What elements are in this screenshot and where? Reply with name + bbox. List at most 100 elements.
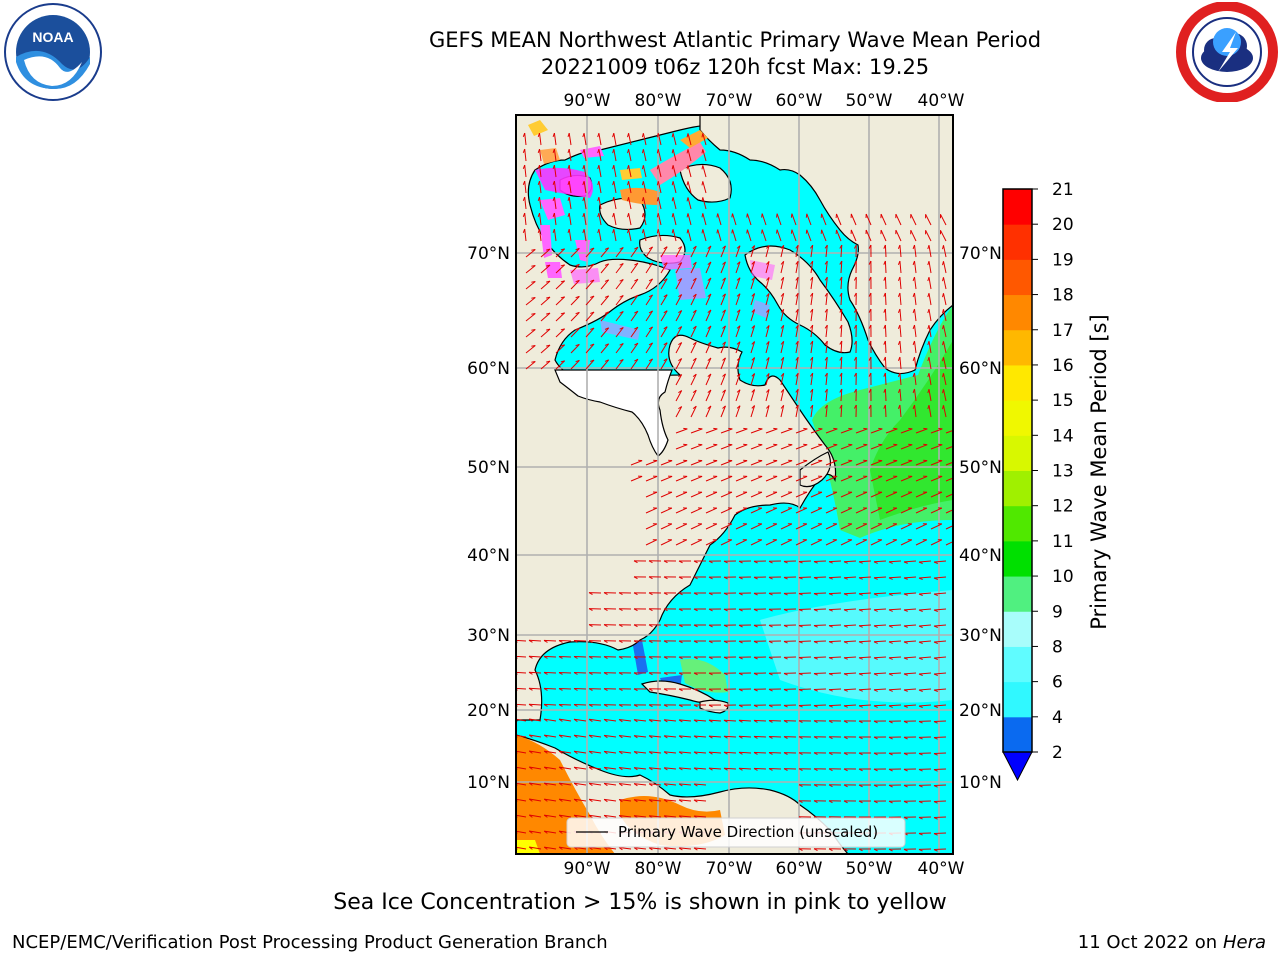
wave-arrow-head	[843, 609, 848, 612]
wave-arrow	[679, 847, 692, 850]
wave-arrow-head	[828, 800, 833, 804]
wave-arrow-head	[683, 427, 688, 430]
wave-arrow-head	[573, 734, 578, 739]
wave-arrow	[525, 281, 536, 290]
wave-arrow	[723, 719, 737, 722]
wave-arrow-head	[618, 608, 623, 612]
wave-arrow	[720, 293, 726, 306]
wave-arrow-head	[575, 327, 580, 331]
wave-arrow-head	[618, 656, 623, 660]
wave-arrow	[753, 767, 767, 770]
wave-arrow	[705, 507, 718, 514]
wave-arrow	[516, 687, 527, 690]
wave-arrow-head	[543, 830, 548, 834]
wave-arrow-head	[692, 325, 697, 330]
wave-arrow	[810, 491, 823, 498]
wave-arrow-head	[824, 308, 828, 313]
wave-arrow	[840, 372, 843, 386]
wave-arrow	[884, 388, 887, 402]
wave-arrow-head	[552, 164, 555, 170]
wave-arrow	[664, 751, 677, 754]
wave-arrow	[664, 799, 677, 802]
wave-arrow	[780, 507, 793, 514]
wave-arrow	[899, 308, 902, 322]
lat-label: 10°N	[959, 773, 1002, 793]
wave-arrow	[583, 181, 587, 194]
wave-arrow	[555, 280, 566, 290]
wave-arrow-head	[809, 356, 814, 361]
wave-arrow-head	[692, 261, 697, 266]
wave-arrow	[933, 576, 947, 579]
wave-arrow	[702, 213, 707, 226]
wave-arrow-head	[573, 672, 578, 675]
wave-arrow-head	[868, 260, 872, 265]
wave-arrow-head	[543, 703, 548, 707]
wave-arrow-head	[708, 608, 713, 612]
wave-arrow-head	[828, 720, 833, 724]
wave-arrow	[795, 373, 799, 386]
wave-arrow-head	[942, 389, 944, 394]
wave-arrow	[672, 149, 677, 162]
wave-arrow-head	[641, 181, 644, 186]
wave-arrow	[750, 261, 756, 274]
wave-arrow-head	[678, 767, 683, 771]
wave-arrow	[795, 245, 799, 258]
wave-arrow-head	[618, 624, 623, 628]
wave-arrow	[880, 229, 887, 242]
wave-arrow-head	[731, 213, 733, 218]
wave-arrow-head	[918, 657, 923, 660]
wave-arrow	[798, 560, 812, 562]
wave-arrow-head	[824, 388, 828, 393]
wave-arrow	[855, 491, 868, 498]
wave-arrow	[840, 428, 853, 434]
wave-arrow	[735, 245, 741, 258]
lon-label: 90°W	[564, 91, 611, 111]
wave-arrow	[873, 592, 887, 595]
wave-arrow	[750, 245, 756, 258]
wave-arrow	[933, 608, 947, 611]
wave-arrow	[840, 292, 843, 306]
wave-arrow	[813, 576, 827, 578]
colorbar-tick-label: 16	[1052, 356, 1074, 376]
wave-arrow-head	[707, 293, 712, 297]
wave-arrow	[798, 672, 812, 674]
wave-arrow	[840, 388, 843, 402]
wave-arrow	[933, 720, 947, 722]
colorbar-tick-label: 4	[1052, 708, 1063, 728]
wave-arrow-head	[701, 165, 704, 170]
wave-arrow-head	[839, 276, 843, 281]
wave-arrow	[843, 624, 857, 627]
wave-arrow-head	[597, 149, 600, 154]
lat-label: 50°N	[959, 458, 1002, 478]
wave-arrow	[899, 388, 902, 402]
wave-arrow-head	[853, 324, 857, 329]
wave-arrow-head	[738, 751, 743, 755]
wave-arrow	[702, 133, 707, 146]
wave-arrow-head	[798, 768, 803, 772]
wave-arrow	[529, 830, 542, 834]
wave-arrow	[558, 672, 572, 674]
wave-arrow-head	[780, 388, 785, 393]
wave-arrow-head	[588, 592, 593, 595]
wave-arrow-head	[648, 262, 653, 266]
wave-arrow	[558, 640, 572, 642]
wave-arrow-head	[552, 212, 555, 218]
wave-arrow-head	[648, 576, 653, 580]
wave-arrow-head	[678, 576, 683, 580]
wave-arrow	[645, 310, 654, 322]
wave-arrow-head	[603, 766, 608, 771]
wave-arrow-head	[873, 768, 878, 772]
wave-arrow-head	[751, 261, 755, 265]
wave-arrow-head	[843, 657, 848, 660]
wave-arrow-head	[938, 427, 943, 430]
wave-arrow	[634, 735, 647, 738]
wave-arrow	[843, 656, 857, 659]
wave-arrow	[720, 325, 726, 338]
wave-arrow-head	[728, 427, 733, 430]
wave-arrow-head	[903, 705, 908, 708]
wave-arrow-head	[918, 561, 923, 564]
wave-arrow	[885, 539, 898, 546]
wave-arrow-head	[663, 576, 668, 580]
wave-arrow-head	[927, 389, 930, 394]
wave-arrow	[914, 309, 917, 322]
